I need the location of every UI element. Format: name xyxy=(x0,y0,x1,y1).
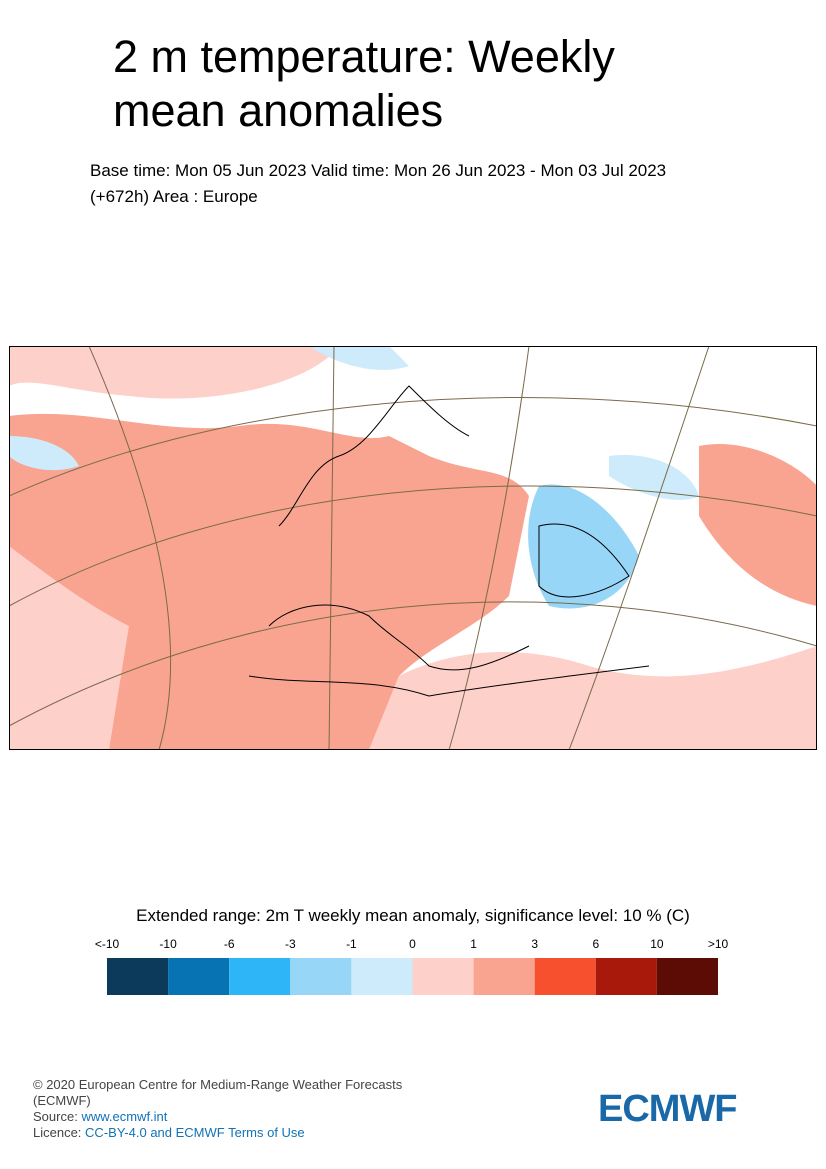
cool-area xyxy=(528,484,639,609)
colorbar-label: 0 xyxy=(409,937,416,951)
mild-area xyxy=(9,346,339,399)
map-frame xyxy=(9,346,817,750)
subtitle: (+672h) Area : Europe xyxy=(90,187,258,206)
colorbar-swatch xyxy=(351,958,413,995)
licence-link[interactable]: CC-BY-4.0 and ECMWF Terms of Use xyxy=(85,1125,305,1140)
licence-label: Licence: xyxy=(33,1125,82,1140)
colorbar-swatch xyxy=(656,958,718,995)
graticule xyxy=(9,346,817,750)
logo: ECMWF xyxy=(598,1088,738,1130)
legend-title: Extended range: 2m T weekly mean anomaly… xyxy=(136,906,690,925)
coastline xyxy=(248,385,650,697)
colorbar-label: -10 xyxy=(159,937,177,951)
map xyxy=(9,346,817,750)
colorbar-swatch xyxy=(290,958,352,995)
mild-area xyxy=(9,546,129,750)
cool-area xyxy=(9,436,79,471)
colorbar-swatch xyxy=(229,958,291,995)
colorbar-label: <-10 xyxy=(95,937,120,951)
colorbar-label: 10 xyxy=(650,937,664,951)
colorbar-swatch xyxy=(534,958,596,995)
colorbar-swatch xyxy=(595,958,657,995)
warm-area xyxy=(9,413,529,750)
colorbar-label: -3 xyxy=(285,937,296,951)
colorbar-label: 6 xyxy=(592,937,599,951)
colorbar-label: 3 xyxy=(531,937,538,951)
colorbar-swatch xyxy=(473,958,535,995)
colorbar-swatch xyxy=(412,958,474,995)
source: Source: www.ecmwf.int xyxy=(33,1109,433,1125)
colorbar-label: >10 xyxy=(708,937,729,951)
colorbar: <-10 -10 -6 -3 -1 0 1 3 6 10 >10 xyxy=(95,937,729,995)
cool-area xyxy=(609,455,699,500)
colorbar-label: -6 xyxy=(224,937,235,951)
mild-area xyxy=(369,646,817,750)
subtitle: Base time: Mon 05 Jun 2023 Valid time: M… xyxy=(90,161,667,180)
colorbar-label: 1 xyxy=(470,937,477,951)
colorbar-swatch xyxy=(168,958,230,995)
title: 2 m temperature: Weekly mean anomalies xyxy=(113,31,615,136)
footer: © 2020 European Centre for Medium-Range … xyxy=(33,1077,433,1141)
licence: Licence: CC-BY-4.0 and ECMWF Terms of Us… xyxy=(33,1125,433,1141)
warm-area xyxy=(699,444,817,606)
source-label: Source: xyxy=(33,1109,78,1124)
colorbar-swatch xyxy=(107,958,169,995)
copyright: © 2020 European Centre for Medium-Range … xyxy=(33,1077,403,1108)
colorbar-label: -1 xyxy=(346,937,357,951)
source-link[interactable]: www.ecmwf.int xyxy=(81,1109,168,1124)
